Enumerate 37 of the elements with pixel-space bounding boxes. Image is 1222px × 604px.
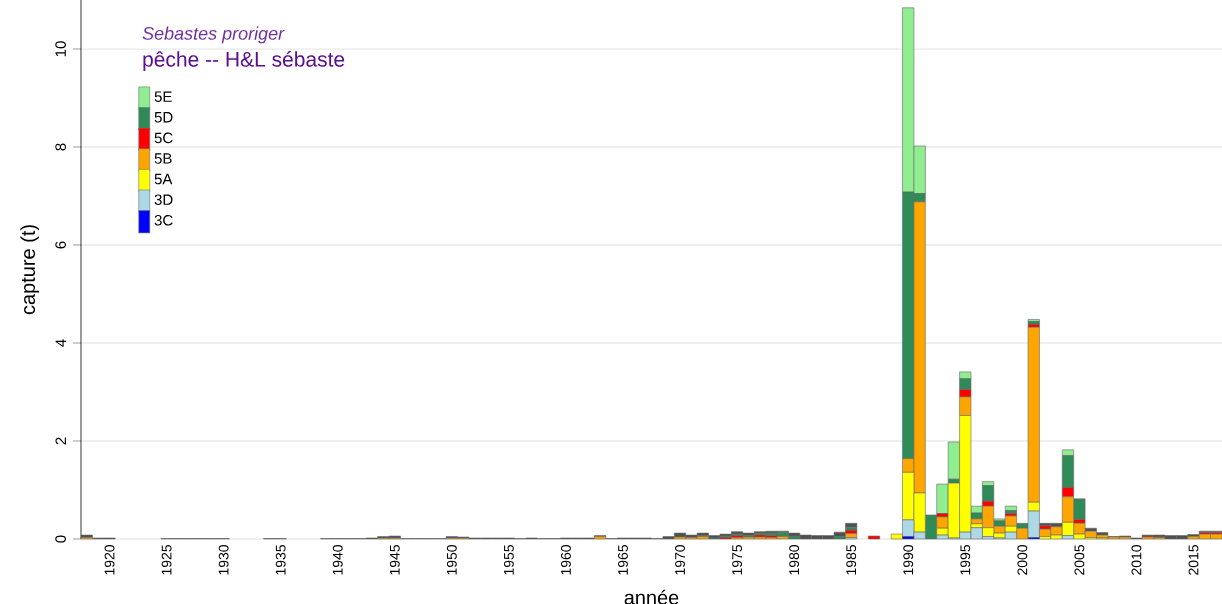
legend-label: 5D — [154, 112, 173, 123]
text: Sebastes proriger — [142, 26, 285, 44]
x-tick-label: 1985 — [846, 545, 857, 575]
legend-label: 5B — [154, 153, 172, 164]
x-tick-label: 1980 — [789, 544, 800, 575]
x-tick-label: 1995 — [960, 545, 971, 575]
x-tick-label: 1955 — [503, 545, 514, 575]
x-tick-label: 2015 — [1188, 545, 1199, 575]
x-axis-title: année — [624, 589, 679, 604]
legend-label: 5C — [154, 132, 173, 144]
x-tick-label: 1920 — [104, 544, 115, 575]
x-tick-label: 2010 — [1131, 544, 1142, 575]
x-tick-label: 2005 — [1074, 545, 1085, 575]
y-tick-label: 10 — [55, 41, 66, 57]
x-tick-label: 1945 — [389, 545, 400, 575]
x-tick-label: 1975 — [732, 545, 743, 575]
y-tick-label: 6 — [55, 241, 66, 249]
legend-label: 3C — [154, 214, 173, 226]
x-tick-label: 1940 — [332, 544, 343, 575]
y-tick-label: 0 — [55, 535, 66, 543]
x-tick-label: 1950 — [446, 544, 457, 575]
legend-label: 5A — [154, 173, 173, 185]
x-tick-label: 1960 — [560, 544, 571, 575]
y-tick-label: 8 — [55, 143, 66, 151]
x-tick-label: 1990 — [903, 544, 914, 575]
x-tick-label: 1935 — [275, 545, 286, 575]
legend-label: 3D — [154, 194, 173, 206]
x-tick-label: 2000 — [1017, 544, 1028, 575]
y-tick-label: 2 — [55, 437, 66, 445]
y-tick-label: 4 — [55, 339, 66, 347]
text: pêche -- H&L sébaste — [143, 51, 345, 71]
x-tick-label: 1965 — [618, 545, 628, 575]
x-tick-label: 1970 — [675, 544, 685, 575]
legend-label: 5E — [154, 91, 172, 102]
y-axis-title: capture (t) — [20, 225, 39, 315]
x-tick-label: 1930 — [218, 544, 229, 575]
x-tick-label: 1925 — [161, 545, 172, 575]
